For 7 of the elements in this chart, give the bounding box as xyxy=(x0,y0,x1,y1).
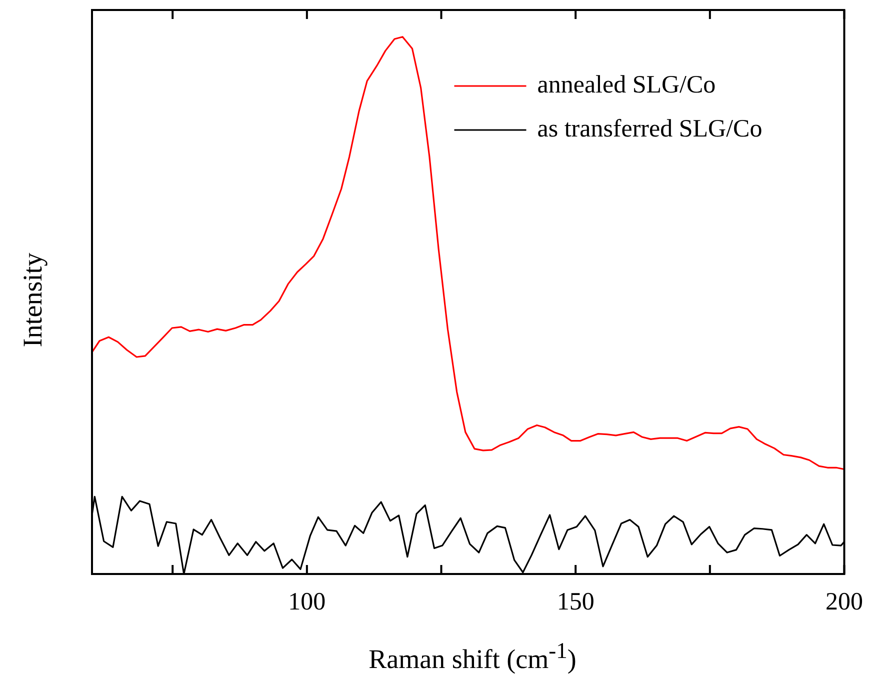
legend-label: annealed SLG/Co xyxy=(537,72,716,99)
x-tick-label: 200 xyxy=(826,588,863,616)
legend-label: as transferred SLG/Co xyxy=(537,116,762,143)
x-tick-label: 150 xyxy=(556,588,594,616)
x-axis-title: Raman shift (cm$^{-1}$) xyxy=(368,638,578,675)
x-tick-label: 100 xyxy=(288,588,326,616)
y-axis-title: Intensity xyxy=(18,252,48,348)
